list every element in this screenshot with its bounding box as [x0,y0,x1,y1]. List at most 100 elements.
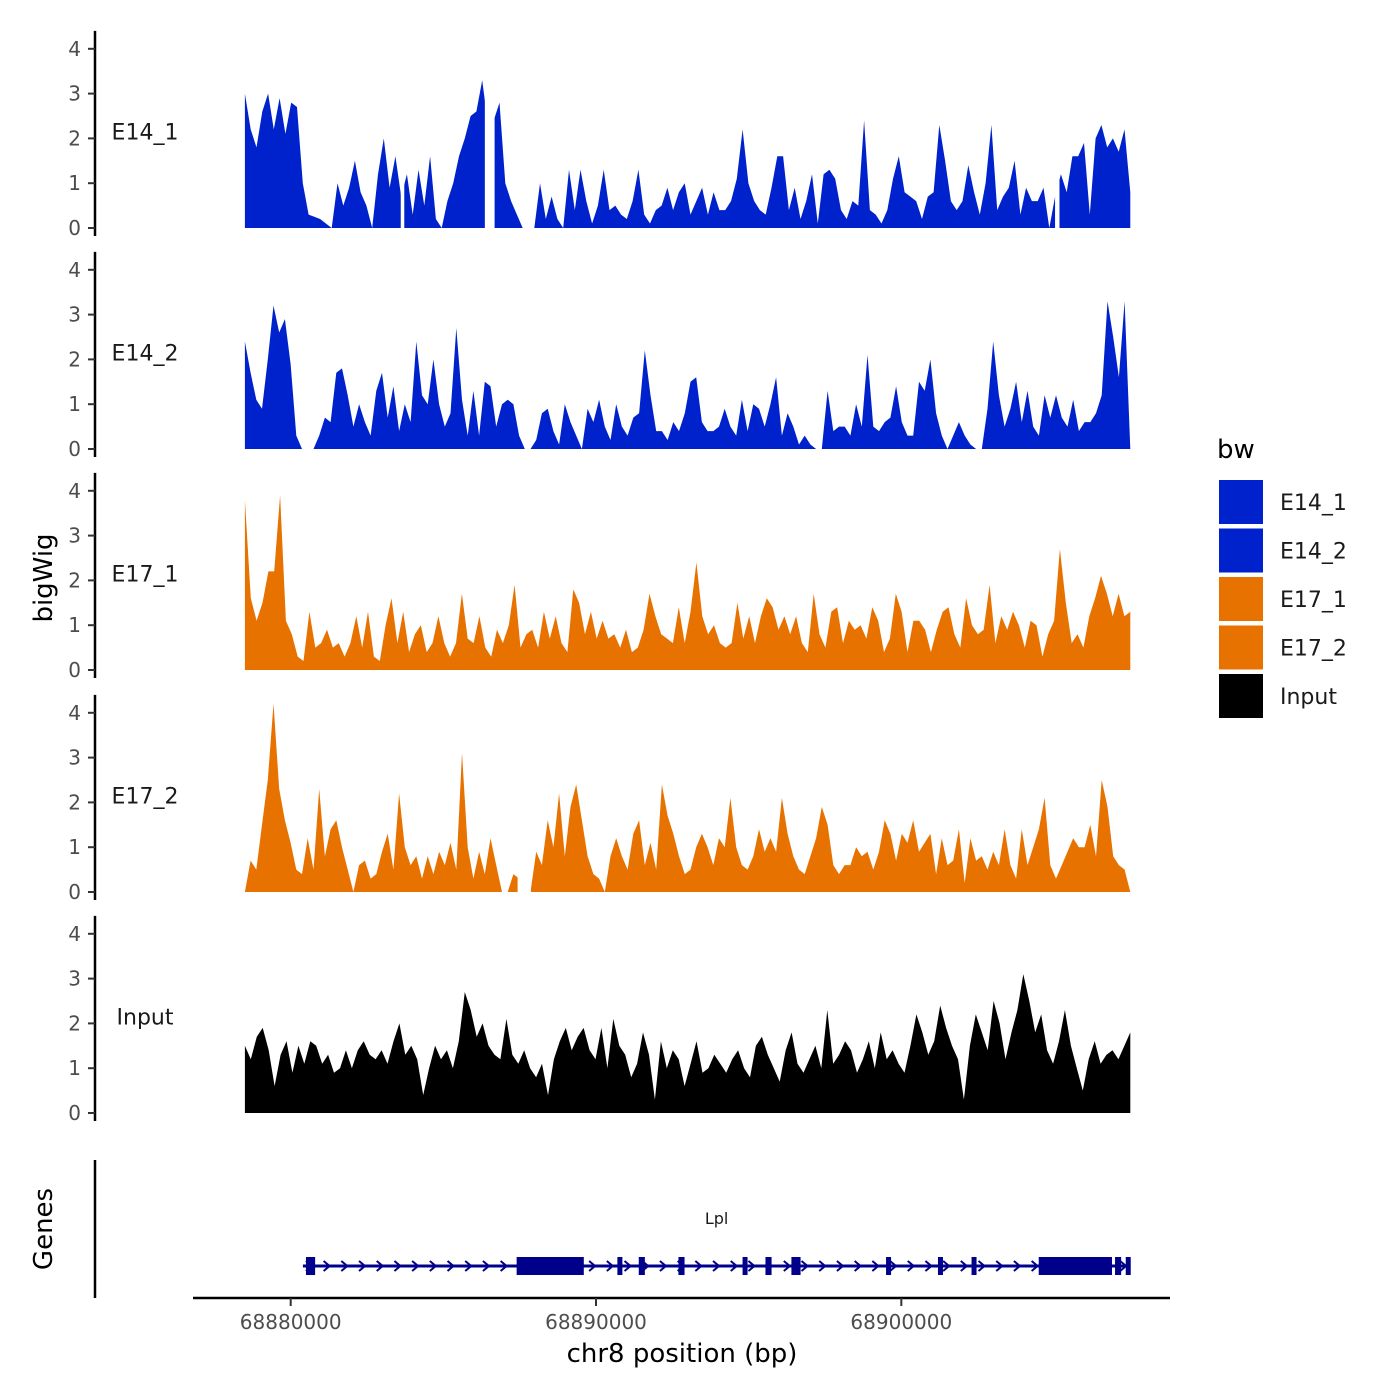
y-axis-title: bigWig [29,533,59,622]
y-tick-label: 4 [68,258,81,282]
y-tick-label: 1 [68,613,81,637]
y-tick-label: 3 [68,746,81,770]
signal-area-E17_2 [244,703,1131,892]
strand-chevron-icon [623,1260,633,1272]
genes-panel: Lpl [93,1160,1131,1298]
x-tick-label: 68900000 [850,1310,952,1334]
strand-chevron-icon [836,1260,845,1272]
y-tick-label: 0 [68,1101,81,1125]
y-tick-label: 1 [68,392,81,416]
strand-chevron-icon [446,1260,456,1272]
gene-exon [971,1257,977,1275]
strand-chevron-icon [411,1260,420,1272]
y-tick-label: 4 [68,479,81,503]
track-label: E17_1 [112,562,179,587]
track-label: E14_1 [112,120,179,145]
y-tick-label: 2 [68,1011,81,1035]
strand-chevron-icon [358,1260,367,1272]
legend-label-E17_1: E17_1 [1280,588,1347,613]
gene-exon [1115,1257,1122,1275]
gene-exon [1038,1257,1112,1275]
strand-chevron-icon [482,1260,491,1272]
y-tick-label: 0 [68,437,81,461]
strand-chevron-icon [429,1260,438,1272]
track-E14_1: 0 1 2 3 4 E14_1 [68,30,1131,240]
y-tick-label: 0 [68,658,81,682]
no-data-gap [400,35,405,229]
tracks-group: 0 1 2 3 4 E14_1 0 1 2 3 4 E14_2 0 1 2 3 4 E17_1 0 1 2 3 4 E17_2… [68,30,1131,1125]
legend-swatch-E17_2 [1217,623,1265,672]
x-tick-label: 68890000 [545,1310,647,1334]
y-tick-label: 2 [68,347,81,371]
track-label: E17_2 [112,784,179,809]
gene-exon [678,1257,685,1275]
strand-chevron-icon [393,1260,402,1272]
strand-chevron-icon [1030,1260,1040,1272]
gene-exon [742,1257,748,1275]
gene-exon [1125,1257,1131,1275]
x-axis-title: chr8 position (bp) [567,1339,798,1369]
strand-chevron-icon [924,1260,933,1272]
strand-chevron-icon [907,1260,916,1272]
y-tick-label: 0 [68,216,81,240]
x-tick-label: 68880000 [240,1310,342,1334]
strand-chevron-icon [853,1260,863,1272]
legend-label-E14_1: E14_1 [1280,491,1347,516]
y-tick-label: 1 [68,1056,81,1080]
legend-title: bw [1217,435,1255,465]
gene-exon [886,1257,892,1275]
legend-swatch-Input [1217,672,1265,720]
strand-chevron-icon [871,1260,880,1272]
gene-exon [617,1257,623,1275]
track-E17_2: 0 1 2 3 4 E17_2 [68,694,1131,904]
no-data-gap [1055,35,1060,229]
no-data-gap [484,35,495,229]
y-tick-label: 0 [68,880,81,904]
gene-exon [516,1257,584,1275]
gene-exon [937,1257,943,1275]
genes-axis-title: Genes [29,1188,59,1270]
strand-chevron-icon [712,1260,721,1272]
gene-exon [791,1257,801,1275]
y-tick-label: 2 [68,568,81,592]
signal-area-Input [244,974,1131,1113]
legend-swatch-E14_2 [1217,526,1265,575]
strand-chevron-icon [889,1260,898,1272]
y-tick-label: 4 [68,701,81,725]
legend-swatch-E17_1 [1217,575,1265,623]
strand-chevron-icon [322,1260,332,1272]
strand-chevron-icon [376,1260,385,1272]
strand-chevron-icon [340,1260,349,1272]
legend-swatch-E14_1 [1217,478,1265,526]
strand-chevron-icon [800,1260,810,1272]
strand-chevron-icon [730,1260,739,1272]
x-axis: 68880000 68890000 68900000 [193,1296,1170,1334]
y-tick-label: 3 [68,967,81,991]
strand-chevron-icon [960,1260,969,1272]
strand-chevron-icon [499,1260,509,1272]
strand-chevron-icon [1013,1260,1022,1272]
strand-chevron-icon [747,1260,756,1272]
signal-area-E17_1 [244,495,1131,670]
y-tick-label: 4 [68,37,81,61]
strand-chevron-icon [783,1260,792,1272]
strand-chevron-icon [606,1260,615,1272]
legend-label-E17_2: E17_2 [1280,637,1347,662]
y-tick-label: 3 [68,82,81,106]
y-tick-label: 2 [68,126,81,150]
signal-area-E14_1 [244,80,1131,228]
y-tick-label: 3 [68,303,81,327]
y-tick-label: 4 [68,922,81,946]
signal-area-E14_2 [244,301,1131,449]
legend-label-Input: Input [1280,685,1337,710]
y-tick-label: 2 [68,790,81,814]
no-data-gap [517,699,531,893]
gene-label: Lpl [705,1209,729,1228]
gene-exon [305,1257,316,1275]
track-E14_2: 0 1 2 3 4 E14_2 [68,251,1131,461]
track-E17_1: 0 1 2 3 4 E17_1 [68,472,1131,682]
strand-chevron-icon [818,1260,827,1272]
gene-exon [765,1257,772,1275]
